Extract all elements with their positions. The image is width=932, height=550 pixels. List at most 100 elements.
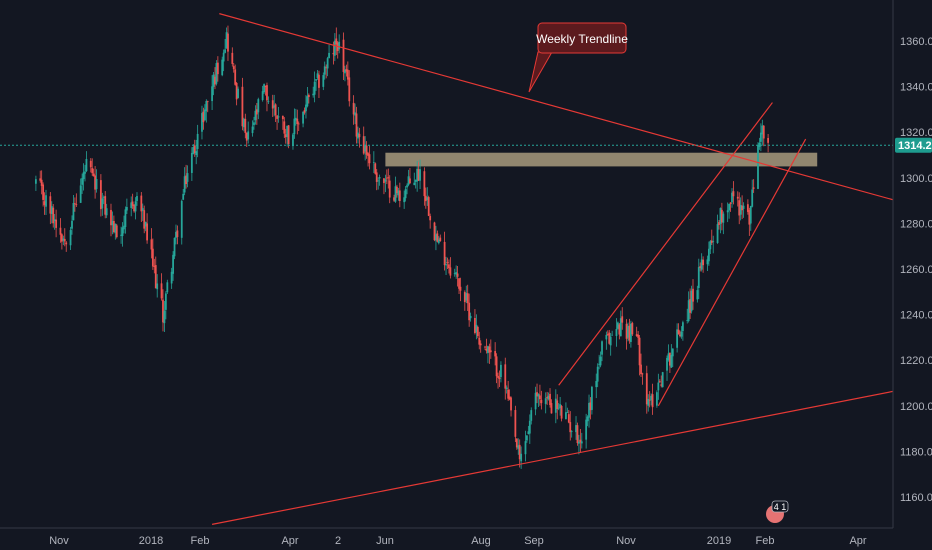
candle-body [692,288,694,302]
candle-body [648,399,651,401]
candle-body [125,206,128,211]
candle-body [576,425,579,444]
candle-body [409,178,411,184]
candle-body [130,202,133,208]
candle-body [742,205,745,209]
candle-body [475,324,478,333]
candle-body [348,77,351,102]
candle-body [75,204,78,206]
y-tick-label: 1280.00 [900,218,932,230]
candle-body [99,180,102,210]
candle-body [79,185,82,203]
candle-body [586,416,589,422]
candle-body [271,100,274,109]
y-tick-label: 1160.00 [900,492,932,504]
candle-body [296,118,299,125]
candle-body [266,85,268,101]
candle-body [468,302,471,321]
candle-body [520,453,523,462]
x-tick-label: 2019 [707,535,731,547]
y-tick-label: 1260.00 [900,264,932,276]
candle-body [627,325,629,338]
candle-body [540,399,543,404]
candle-body [53,219,56,222]
candle-body [154,265,157,289]
candle-body [89,160,92,168]
event-badge[interactable]: 4 1 [766,500,789,523]
candle-body [326,58,329,69]
candle-body [294,117,297,121]
candle-body [364,144,367,152]
candle-body [375,172,378,182]
candle-body [690,290,693,312]
trendlines-layer [211,13,913,525]
candle-body [550,403,553,414]
candle-body [305,104,307,112]
candle-body [557,407,560,409]
candle-body [232,66,235,70]
candle-body [253,122,255,126]
candle-body [323,66,326,75]
candle-body [435,234,437,241]
candle-body [655,392,658,406]
candle-body [383,178,385,184]
candle-body [115,225,118,238]
candle-body [507,389,510,399]
candle-body [739,204,742,215]
candle-body [549,393,551,406]
candle-body [267,101,270,103]
candle-body [222,52,225,62]
candle-body [73,203,76,205]
candle-body [286,125,289,138]
candle-body [274,104,277,116]
candle-body [645,373,648,405]
candle-body [123,225,125,230]
candle-body [313,81,316,95]
candle-body [500,364,502,378]
x-tick-label: Sep [524,535,544,547]
candle-body [153,266,156,267]
candle-body [374,163,377,174]
candle-body [163,310,166,324]
candle-body [71,220,73,229]
candle-body [185,175,187,185]
candle-body [241,86,244,127]
candle-body [615,329,618,336]
candle-body [346,69,349,80]
candle-body [59,227,62,235]
x-tick-label: 2 [335,535,341,547]
candle-body [355,113,358,137]
candle-body [530,410,533,421]
candle-body [689,299,692,313]
candle-body [284,134,287,138]
candle-body [426,197,429,200]
candle-body [762,125,765,139]
candle-body [166,282,169,293]
candle-body [172,254,174,274]
candle-body [707,248,710,262]
candle-body [433,222,436,241]
candle-body [547,395,550,400]
candle-body [104,196,107,215]
candle-body [449,267,452,276]
candle-body [749,206,752,224]
candle-body [205,101,208,112]
candle-body [39,178,42,181]
candle-body [465,293,468,301]
candle-body [45,195,47,207]
x-tick-label: 2018 [139,535,163,547]
candle-body [718,222,720,225]
candle-body [696,290,699,300]
candle-body [559,404,562,409]
candle-body [34,179,37,184]
candle-body [292,134,294,147]
trendline [558,102,773,386]
candle-body [598,363,601,365]
support-zone-layer [385,152,818,167]
candle-body [316,73,319,78]
y-tick-label: 1180.00 [900,446,932,458]
candle-body [176,230,179,237]
candle-body [393,197,395,201]
candle-body [595,381,598,388]
